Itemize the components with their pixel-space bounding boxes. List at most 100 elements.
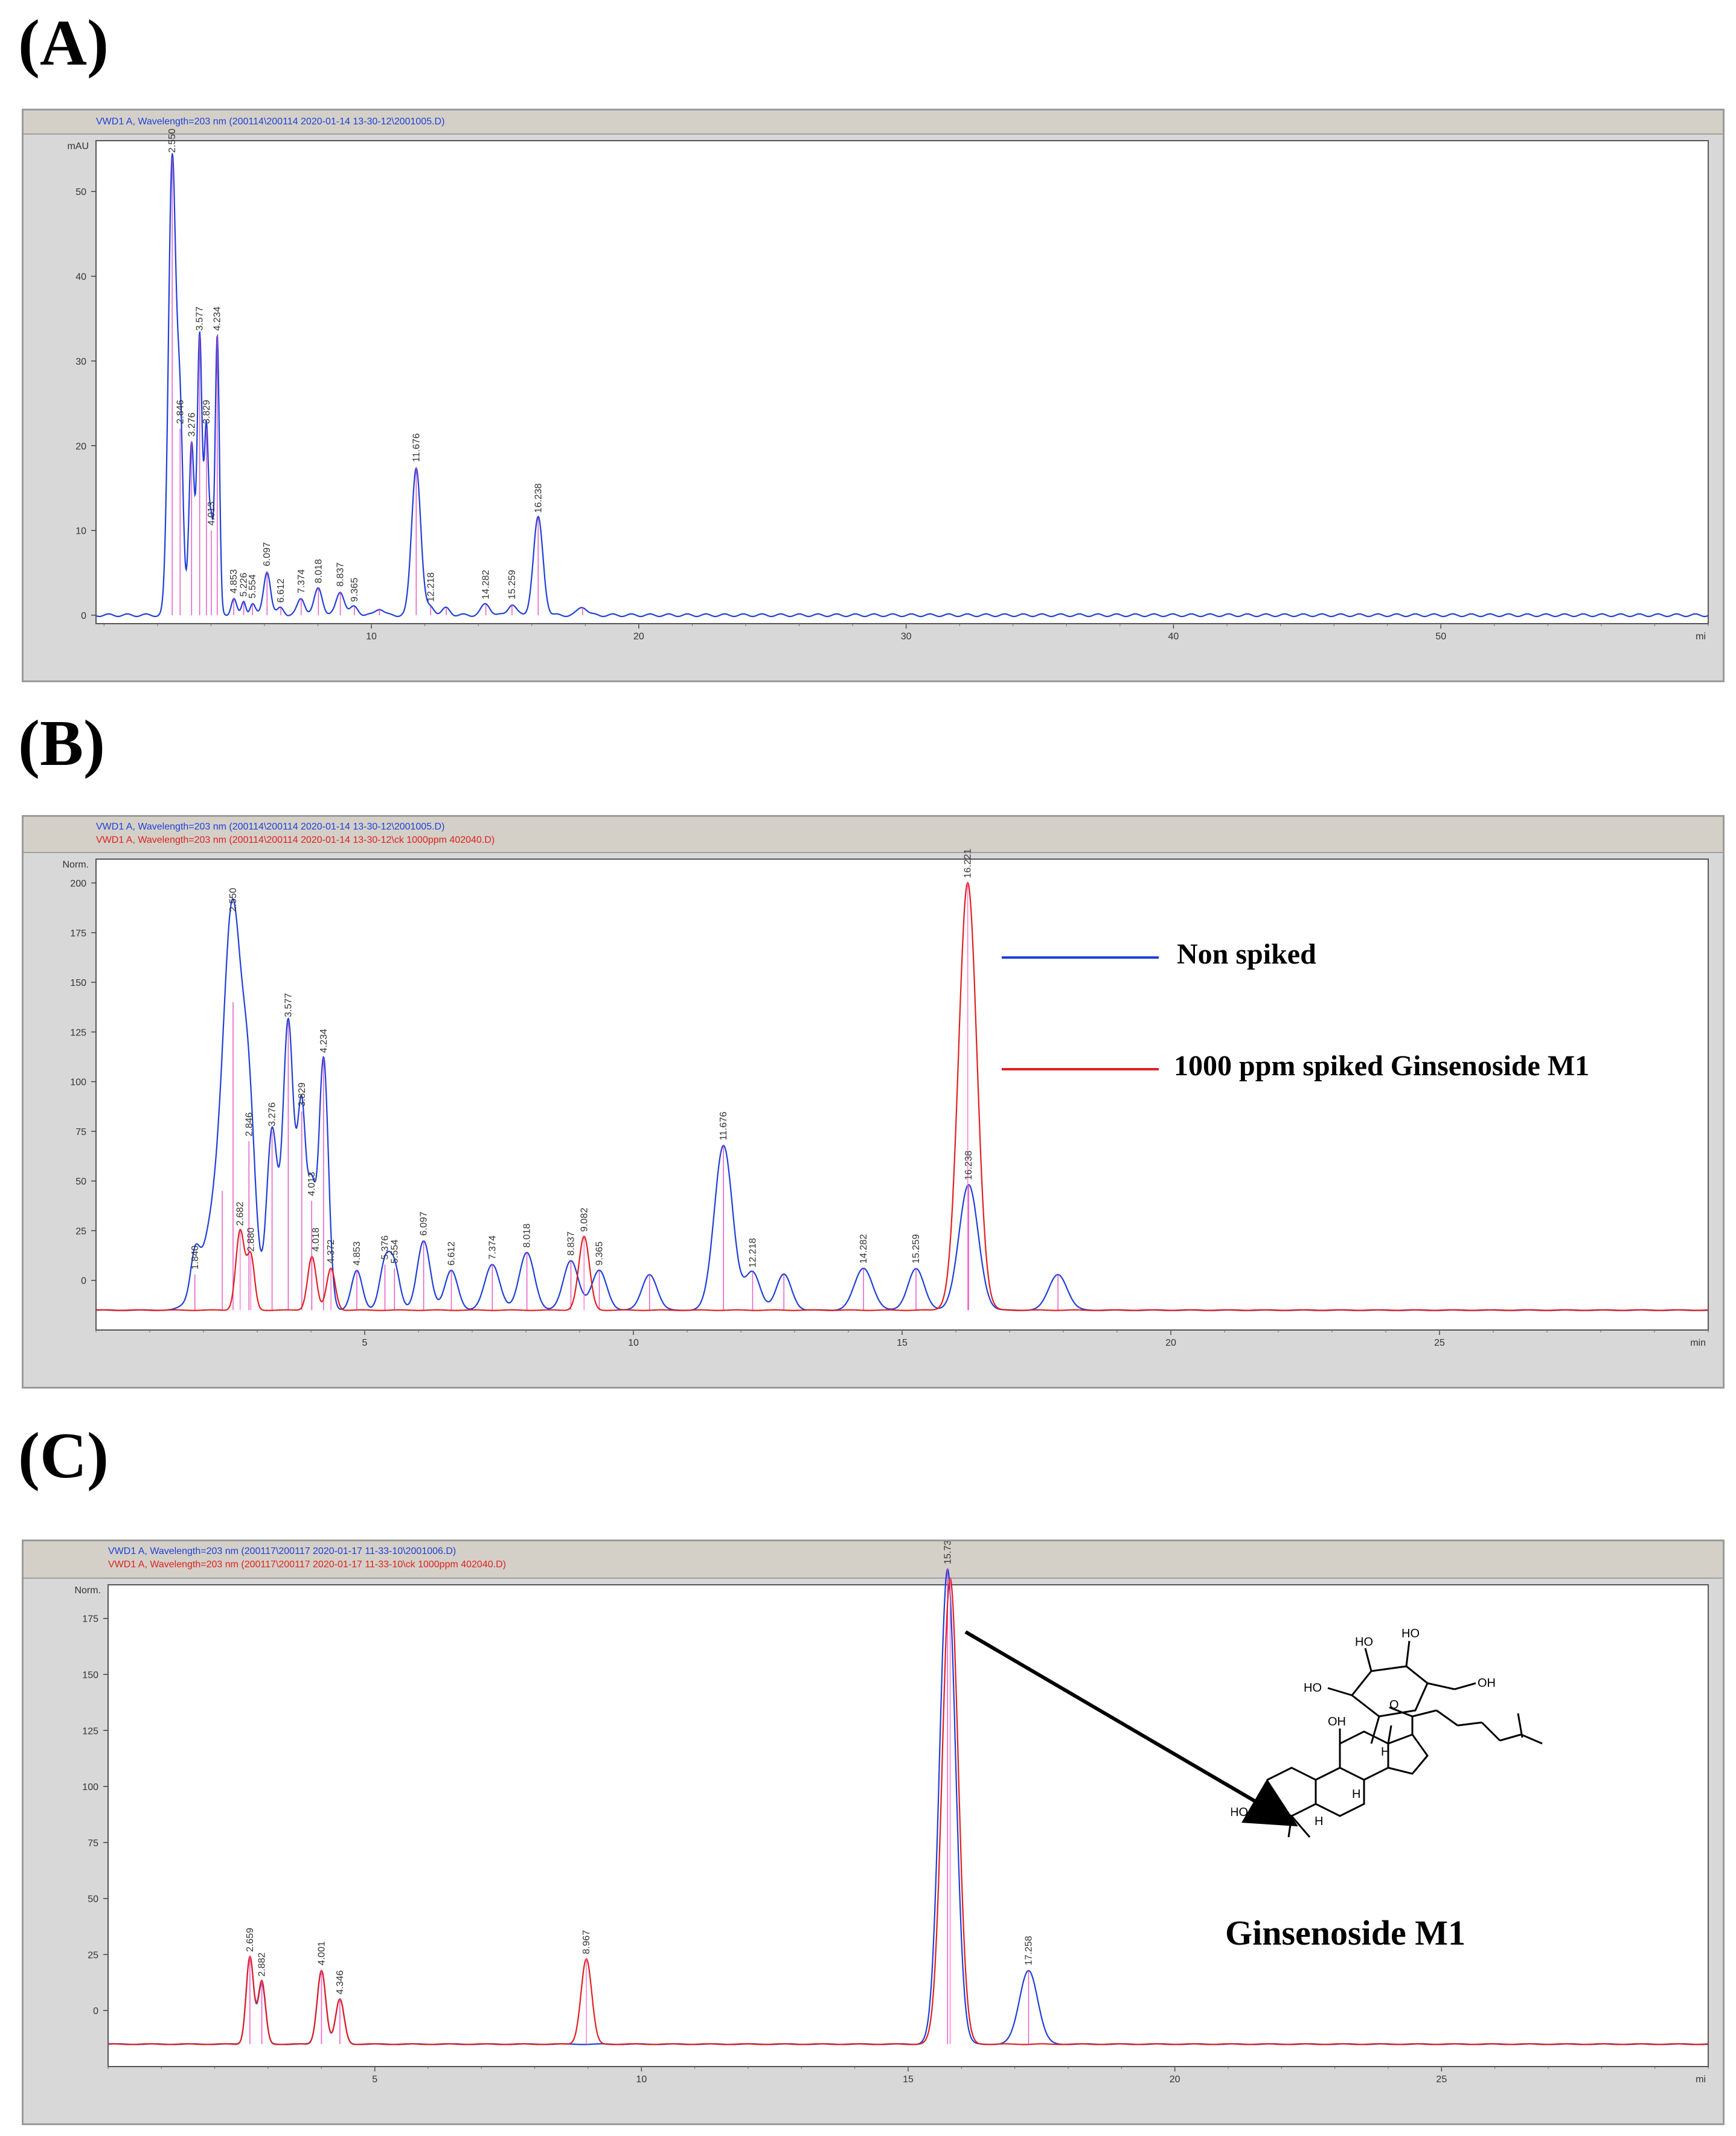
chromatogram-a: 0 10 20 30 40 50 mAU 10 20 30 40 50 mi 2.550 2.8463.27… [67,129,1709,642]
ginsenoside-m1-structure: HO HO HO OH O OH HO H H H [1231,1627,1543,1838]
y-tick-label: 150 [82,1670,98,1680]
panel-letter-a: (A) [18,7,109,79]
pointer-arrow [964,1630,1298,1827]
peak-label: 3.829 [297,1082,307,1107]
x-tick-label: 10 [628,1338,639,1348]
peak-label: 16.238 [964,1151,974,1180]
chromatogram-frame-b: VWD1 A, Wavelength=203 nm (200114\200114… [22,815,1725,1389]
peak-label: 4.018 [311,1227,321,1252]
x-tick-label: 15 [897,1338,908,1348]
legend-line-red [1002,1068,1159,1070]
peak-label: 16.238 [533,484,543,513]
y-unit-label: Norm. [74,1585,101,1596]
peak-label: 6.097 [262,542,272,566]
peak-label: 4.001 [316,1941,327,1965]
peak-label: 11.676 [719,1111,729,1140]
x-tick-label: 40 [1168,632,1179,642]
y-tick-label: 0 [81,611,86,621]
x-unit-label: mi [1696,632,1706,642]
peak-label: 6.612 [276,578,286,603]
peak-label: 3.577 [283,993,293,1017]
y-tick-label: 50 [75,187,86,197]
peak-label: 8.018 [313,559,324,583]
peak-label: 6.097 [419,1212,429,1236]
peak-label: 12.218 [748,1238,758,1268]
peak-label: 12.218 [426,572,436,602]
peak-label: 2.550 [228,887,239,912]
peak-label: 3.577 [195,307,205,331]
y-tick-label: 10 [75,526,86,537]
trace-label-blue: VWD1 A, Wavelength=203 nm (200117\200117… [108,1546,456,1556]
peak-label: 16.221 [963,848,973,878]
trace-label-blue: VWD1 A, Wavelength=203 nm (200114\200114… [96,822,445,832]
svg-text:HO: HO [1401,1627,1420,1640]
trace-label-red: VWD1 A, Wavelength=203 nm (200114\200114… [96,835,495,845]
peak-label: 4.234 [319,1029,329,1053]
svg-text:H: H [1315,1815,1323,1828]
y-tick-label: 25 [88,1950,98,1960]
structure-label: Ginsenoside M1 [1225,1913,1465,1952]
y-tick-label: 200 [70,878,86,889]
y-tick-label: 50 [88,1895,98,1905]
peak-label: 14.282 [481,570,492,600]
y-tick-label: 125 [70,1028,86,1038]
peak-label: 4.853 [229,569,239,593]
peak-label: 4.013 [207,501,217,525]
x-tick-label: 15 [903,2074,914,2085]
peak-label: 3.276 [187,412,197,436]
x-unit-label: mi [1696,2074,1706,2085]
x-tick-label: 10 [636,2074,647,2085]
x-tick-label: 25 [1436,2074,1447,2085]
peak-label: 9.365 [350,578,360,602]
y-tick-label: 75 [75,1127,86,1137]
y-tick-label: 0 [93,2006,98,2016]
peak-label: 9.082 [579,1207,589,1232]
y-tick-label: 100 [70,1078,86,1088]
plot-area [107,1584,1709,2067]
trace-header-c: VWD1 A, Wavelength=203 nm (200117\200117… [24,1541,1723,1579]
peak-label: 15.739 [943,1541,953,1564]
chromatogram-frame-c: VWD1 A, Wavelength=203 nm (200117\200117… [22,1540,1725,2125]
chromatogram-b: 0 25 50 75 100 125 150 175 200 Norm. 5 10 15 20 25 min 1… [62,848,1709,1348]
svg-text:H: H [1352,1788,1360,1801]
svg-text:HO: HO [1355,1636,1373,1649]
trace-label-blue: VWD1 A, Wavelength=203 nm (200114\200114… [96,117,445,127]
peak-label: 7.374 [487,1235,498,1259]
plot-area [95,859,1709,1331]
peak-label: 2.846 [175,400,185,424]
peak-label: 4.234 [213,307,223,331]
peak-label: 1.840 [190,1245,200,1270]
chromatogram-c: 0 25 50 75 100 125 150 175 Norm. 5 10 15 20 25 mi 2.659… [74,1541,1709,2085]
peak-label: 2.659 [245,1928,255,1952]
x-tick-label: 25 [1434,1338,1445,1348]
y-tick-label: 25 [75,1226,86,1236]
x-tick-label: 20 [633,632,644,642]
svg-text:H: H [1381,1745,1389,1759]
peak-label: 14.282 [859,1234,869,1264]
y-tick-label: 75 [88,1838,98,1849]
peak-label: 4.372 [326,1239,336,1264]
svg-text:OH: OH [1328,1715,1346,1728]
peak-label: 4.346 [335,1971,345,1995]
peak-label: 5.554 [389,1239,400,1264]
peak-label: 4.853 [352,1241,362,1265]
svg-text:HO: HO [1304,1681,1322,1695]
peak-label: 2.682 [235,1201,246,1226]
peak-label: 8.018 [522,1224,533,1248]
y-unit-label: mAU [67,141,89,152]
series-line [95,153,1709,618]
peak-label: 2.880 [246,1227,256,1252]
legend-label-red: 1000 ppm spiked Ginsenoside M1 [1174,1050,1590,1082]
plot-area [95,140,1709,624]
y-tick-label: 20 [75,441,86,452]
peak-label: 15.259 [507,570,517,600]
legend-line-blue [1002,956,1159,959]
peak-label: 2.846 [244,1112,254,1136]
y-tick-label: 50 [75,1177,86,1187]
chromatogram-frame-a: VWD1 A, Wavelength=203 nm (200114\200114… [22,109,1725,682]
x-tick-label: 30 [901,632,912,642]
peak-label: 8.837 [566,1232,576,1256]
panel-letter-b: (B) [18,708,105,779]
y-tick-label: 125 [82,1726,98,1736]
y-tick-label: 175 [70,929,86,939]
